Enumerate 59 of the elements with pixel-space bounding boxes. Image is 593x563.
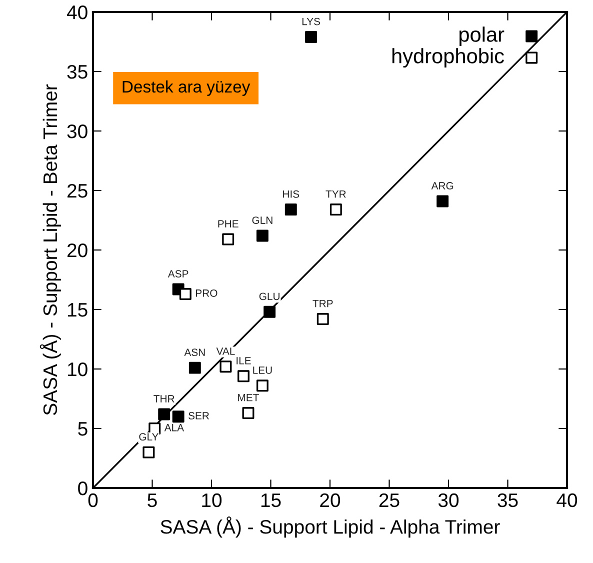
annotation: MET	[238, 394, 259, 402]
annotation: THR	[154, 395, 174, 402]
annotation: GLN	[252, 216, 272, 224]
y-tick-label: 15	[68, 303, 88, 317]
point	[305, 31, 318, 43]
y-tick-label: 35	[67, 64, 88, 79]
x-axis-title: SASA (Å) - Support Lipid - Alpha Trimer	[160, 516, 500, 538]
point	[220, 360, 232, 373]
annotation: TYR	[326, 190, 346, 198]
point	[330, 204, 342, 216]
x-tick-label: 5	[148, 494, 157, 508]
point	[316, 313, 329, 326]
annotation: GLY	[139, 433, 159, 441]
point	[179, 288, 192, 300]
annotation: GLU	[259, 292, 280, 300]
point	[256, 230, 268, 242]
y-tick-label: 40	[66, 5, 88, 20]
legend-label: polar	[460, 26, 504, 46]
annotation: ILE	[236, 357, 251, 364]
annotation: PRO	[196, 289, 218, 297]
x-tick-label: 10	[202, 493, 222, 508]
y-tick-label: 5	[78, 422, 88, 436]
annotation: ARG	[431, 182, 454, 190]
x-tick-label: 20	[320, 493, 340, 508]
annotation: ASP	[168, 270, 188, 278]
x-tick-label: 25	[379, 493, 400, 508]
point	[242, 407, 254, 420]
annotation: Destek ara yüzey	[122, 80, 250, 96]
x-tick-label: 15	[261, 494, 281, 508]
point	[264, 306, 276, 318]
point	[256, 380, 268, 392]
annotation: ASN	[184, 348, 205, 356]
point	[238, 370, 250, 382]
annotation: PHE	[218, 220, 238, 228]
annotation: TRP	[312, 300, 333, 308]
annotation: ALA	[164, 424, 184, 432]
point	[188, 362, 201, 374]
y-tick-label: 25	[67, 184, 88, 198]
annotation: LYS	[302, 18, 320, 26]
point	[222, 233, 234, 246]
y-tick-label: 20	[67, 243, 88, 258]
y-tick-label: 0	[78, 481, 88, 496]
point	[284, 204, 297, 216]
y-tick-label: 10	[68, 362, 88, 376]
point	[172, 410, 184, 423]
y-axis-title: SASA (Å) - Support Lipid - Beta Trimer	[40, 84, 61, 415]
point	[142, 446, 155, 458]
point	[436, 195, 449, 208]
point	[158, 408, 170, 420]
x-tick-label: 40	[556, 493, 578, 508]
legend-label: hydrophobic	[392, 48, 504, 68]
x-tick-label: 0	[88, 493, 98, 508]
x-tick-label: 35	[498, 493, 518, 508]
annotation: SER	[188, 412, 209, 420]
x-tick-label: 30	[438, 493, 459, 508]
annotation: HIS	[283, 190, 300, 198]
y-tick-label: 30	[67, 124, 88, 138]
annotation: VAL	[216, 348, 235, 355]
annotation: LEU	[253, 366, 272, 374]
